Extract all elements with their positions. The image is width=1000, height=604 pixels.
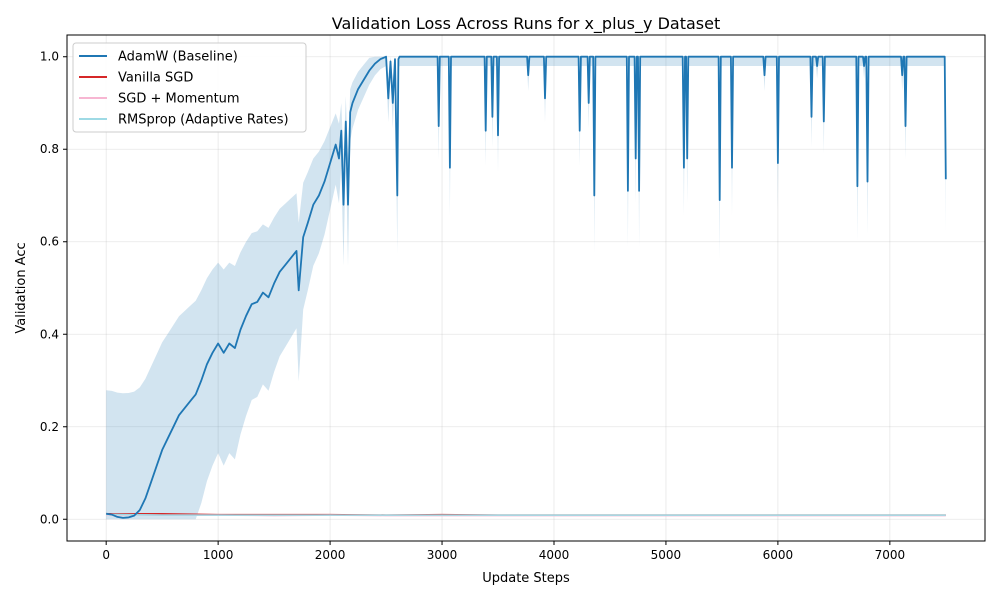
x-tick-label: 6000 (763, 548, 794, 562)
x-tick-label: 3000 (427, 548, 458, 562)
legend-label: SGD + Momentum (118, 92, 240, 107)
y-tick-label: 0.6 (40, 235, 59, 249)
x-tick-label: 5000 (651, 548, 682, 562)
y-axis-label: Validation Acc (14, 242, 29, 333)
y-tick-label: 0.4 (40, 327, 59, 341)
x-tick-label: 2000 (315, 548, 346, 562)
y-tick-label: 0.2 (40, 420, 59, 434)
series-band-0 (106, 56, 946, 520)
series-line-0 (106, 55, 947, 519)
series-lines (106, 55, 947, 519)
y-tick-label: 0.0 (40, 512, 59, 526)
legend-label: Vanilla SGD (118, 71, 193, 86)
y-tick-label: 1.0 (40, 50, 59, 64)
plot-frame (66, 34, 986, 542)
legend-label: RMSprop (Adaptive Rates) (118, 113, 289, 128)
x-axis-label: Update Steps (482, 571, 570, 586)
x-tick-label: 0 (102, 548, 110, 562)
chart-title: Validation Loss Across Runs for x_plus_y… (332, 14, 720, 34)
legend-label: AdamW (Baseline) (118, 50, 238, 65)
x-tick-label: 1000 (203, 548, 234, 562)
series-line-3 (106, 513, 946, 516)
x-tick-label: 7000 (875, 548, 906, 562)
axis-ticks: 0 1000 2000 3000 4000 5000 6000 7000 0.0 0.2 0.4 0.… (40, 50, 905, 562)
y-tick-label: 0.8 (40, 142, 59, 156)
legend-box (72, 42, 307, 133)
confidence-bands (106, 56, 946, 520)
x-tick-label: 4000 (539, 548, 570, 562)
legend: AdamW (Baseline) Vanilla SGD SGD + Momentu… (72, 42, 307, 133)
